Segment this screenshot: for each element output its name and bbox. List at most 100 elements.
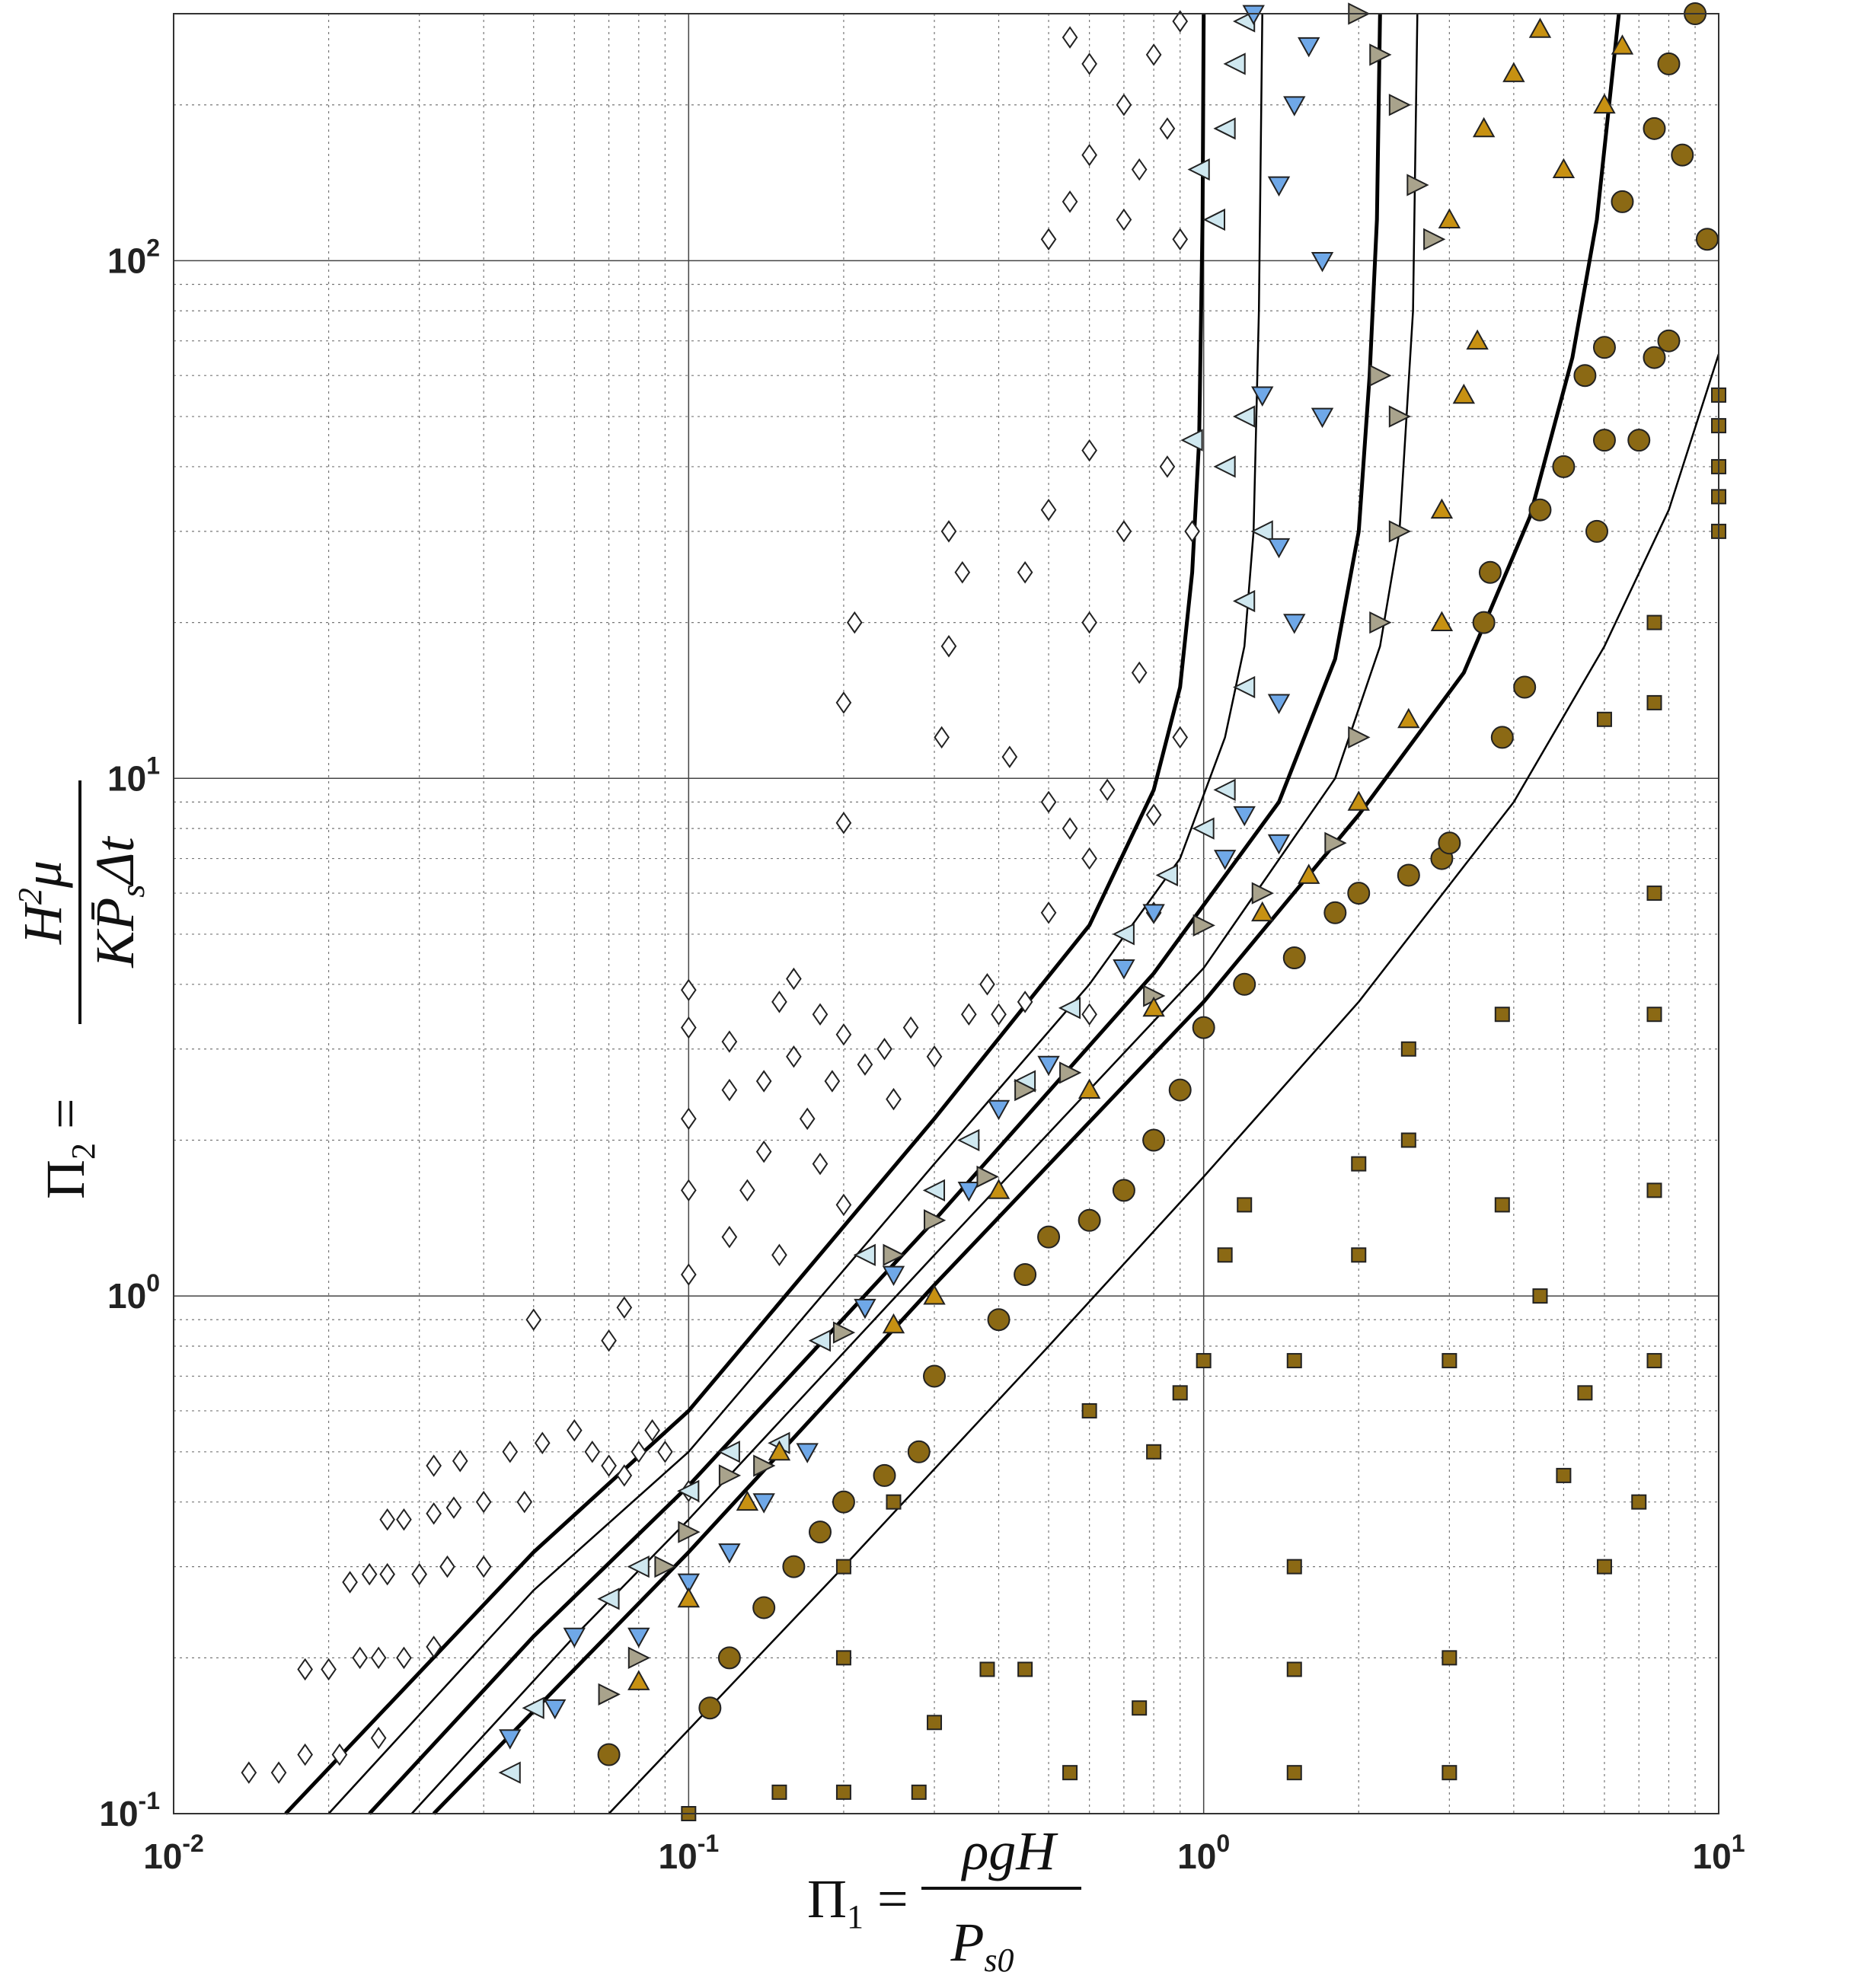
square-marker: [1062, 1765, 1078, 1781]
diamond-marker: [1001, 745, 1018, 768]
circle-marker: [1078, 1208, 1101, 1232]
triangle-up-marker: [923, 1284, 946, 1305]
diamond-marker: [799, 1107, 816, 1131]
y-axis-label-sub: 2: [65, 1143, 102, 1160]
triangle-left-marker: [522, 1696, 544, 1719]
svg-text:Π1 =: Π1 =: [807, 1868, 908, 1935]
diamond-marker: [681, 1107, 697, 1131]
triangle-right-marker: [678, 1521, 701, 1543]
diamond-marker: [1081, 53, 1097, 75]
diamond-marker: [1081, 1003, 1097, 1026]
diamond-marker: [475, 1555, 492, 1578]
circle-marker: [1657, 329, 1681, 353]
triangle-right-marker: [1388, 520, 1412, 543]
x-axis-label-lhs: Π: [807, 1868, 847, 1929]
triangle-down-marker: [499, 1729, 522, 1750]
y-axis-label-denominator: KP̄: [85, 898, 145, 968]
triangle-up-marker: [1438, 208, 1461, 228]
square-marker: [1442, 1353, 1458, 1369]
circle-marker: [1573, 364, 1597, 388]
triangle-up-marker: [1472, 116, 1496, 138]
triangle-left-marker: [1213, 778, 1236, 802]
triangle-right-marker: [1324, 831, 1347, 854]
diamond-marker: [502, 1441, 519, 1463]
triangle-down-marker: [854, 1298, 876, 1319]
triangle-down-marker: [1213, 850, 1237, 870]
triangle-left-marker: [808, 1329, 831, 1352]
square-marker: [979, 1661, 995, 1677]
square-marker: [1351, 1247, 1367, 1263]
diamond-marker: [681, 978, 697, 1002]
diamond-marker: [396, 1508, 412, 1531]
triangle-down-marker: [1298, 37, 1320, 58]
circle-marker: [1438, 831, 1461, 855]
triangle-up-marker: [1430, 611, 1454, 631]
triangle-down-marker: [1267, 834, 1291, 855]
y-axis-label: Π2 = H2μ KP̄sΔt: [11, 780, 152, 1199]
diamond-marker: [681, 1179, 697, 1202]
circle-marker: [1552, 455, 1576, 478]
circle-marker: [1192, 1016, 1215, 1039]
diamond-marker: [835, 691, 852, 714]
y-axis-label-numerator: H: [12, 901, 73, 945]
circle-marker: [782, 1555, 806, 1578]
diamond-marker: [1131, 661, 1148, 684]
diamond-marker: [370, 1646, 387, 1670]
circle-marker: [1472, 611, 1496, 634]
y-tick-label: 100: [107, 1269, 160, 1316]
triangle-down-marker: [1283, 614, 1306, 634]
triangle-down-marker: [544, 1699, 567, 1720]
fit-curve: [368, 13, 1382, 1815]
triangle-up-marker: [1466, 329, 1489, 350]
y-axis-label-eq: =: [35, 1098, 96, 1143]
circle-marker: [873, 1463, 896, 1487]
triangle-down-marker: [1113, 959, 1135, 980]
triangle-right-marker: [1369, 364, 1392, 387]
triangle-down-marker: [1242, 5, 1265, 26]
diamond-marker: [835, 1023, 852, 1046]
square-marker: [1400, 1041, 1416, 1057]
diamond-marker: [534, 1431, 551, 1454]
square-marker: [1646, 694, 1662, 710]
triangle-right-marker: [1059, 1061, 1082, 1084]
triangle-left-marker: [1180, 429, 1203, 452]
circle-marker: [698, 1696, 722, 1720]
grid: [173, 13, 1719, 1814]
triangle-right-marker: [1388, 405, 1412, 428]
x-axis-label-sub: 1: [847, 1898, 864, 1935]
triangle-up-marker: [1251, 901, 1274, 922]
circle-marker: [1112, 1179, 1135, 1202]
triangle-down-marker: [1037, 1055, 1060, 1077]
fit-curve: [608, 353, 1720, 1814]
diamond-marker: [786, 1045, 802, 1068]
diamond-marker: [241, 1761, 257, 1784]
triangle-down-marker: [796, 1443, 819, 1463]
circle-marker: [1397, 863, 1420, 887]
diamond-marker: [721, 1030, 738, 1053]
triangle-up-marker: [882, 1313, 905, 1334]
triangle-left-marker: [1213, 117, 1236, 140]
x-tick-label: 100: [1177, 1830, 1230, 1876]
circle-marker: [832, 1490, 855, 1514]
triangle-down-marker: [1311, 251, 1334, 273]
triangle-right-marker: [753, 1454, 776, 1477]
circle-marker: [1671, 143, 1694, 167]
triangle-left-marker: [1187, 158, 1210, 181]
circle-marker: [1323, 901, 1347, 924]
diamond-marker: [331, 1743, 348, 1766]
square-marker: [1351, 1156, 1367, 1172]
square-marker: [1286, 1765, 1302, 1781]
circle-marker: [1142, 1128, 1166, 1152]
x-axis-label: Π1 = ρgH Ps0: [807, 1820, 1081, 1979]
diamond-marker: [1116, 208, 1132, 231]
diamond-marker: [857, 1053, 873, 1076]
diamond-marker: [426, 1502, 442, 1525]
diamond-marker: [1040, 901, 1057, 924]
diamond-marker: [270, 1761, 287, 1784]
square-marker: [886, 1494, 902, 1510]
x-tick-label: 10-1: [659, 1830, 720, 1876]
square-marker: [1646, 614, 1662, 630]
diamond-marker: [979, 973, 995, 996]
triangle-right-marker: [883, 1243, 905, 1266]
triangle-right-marker: [627, 1646, 651, 1669]
